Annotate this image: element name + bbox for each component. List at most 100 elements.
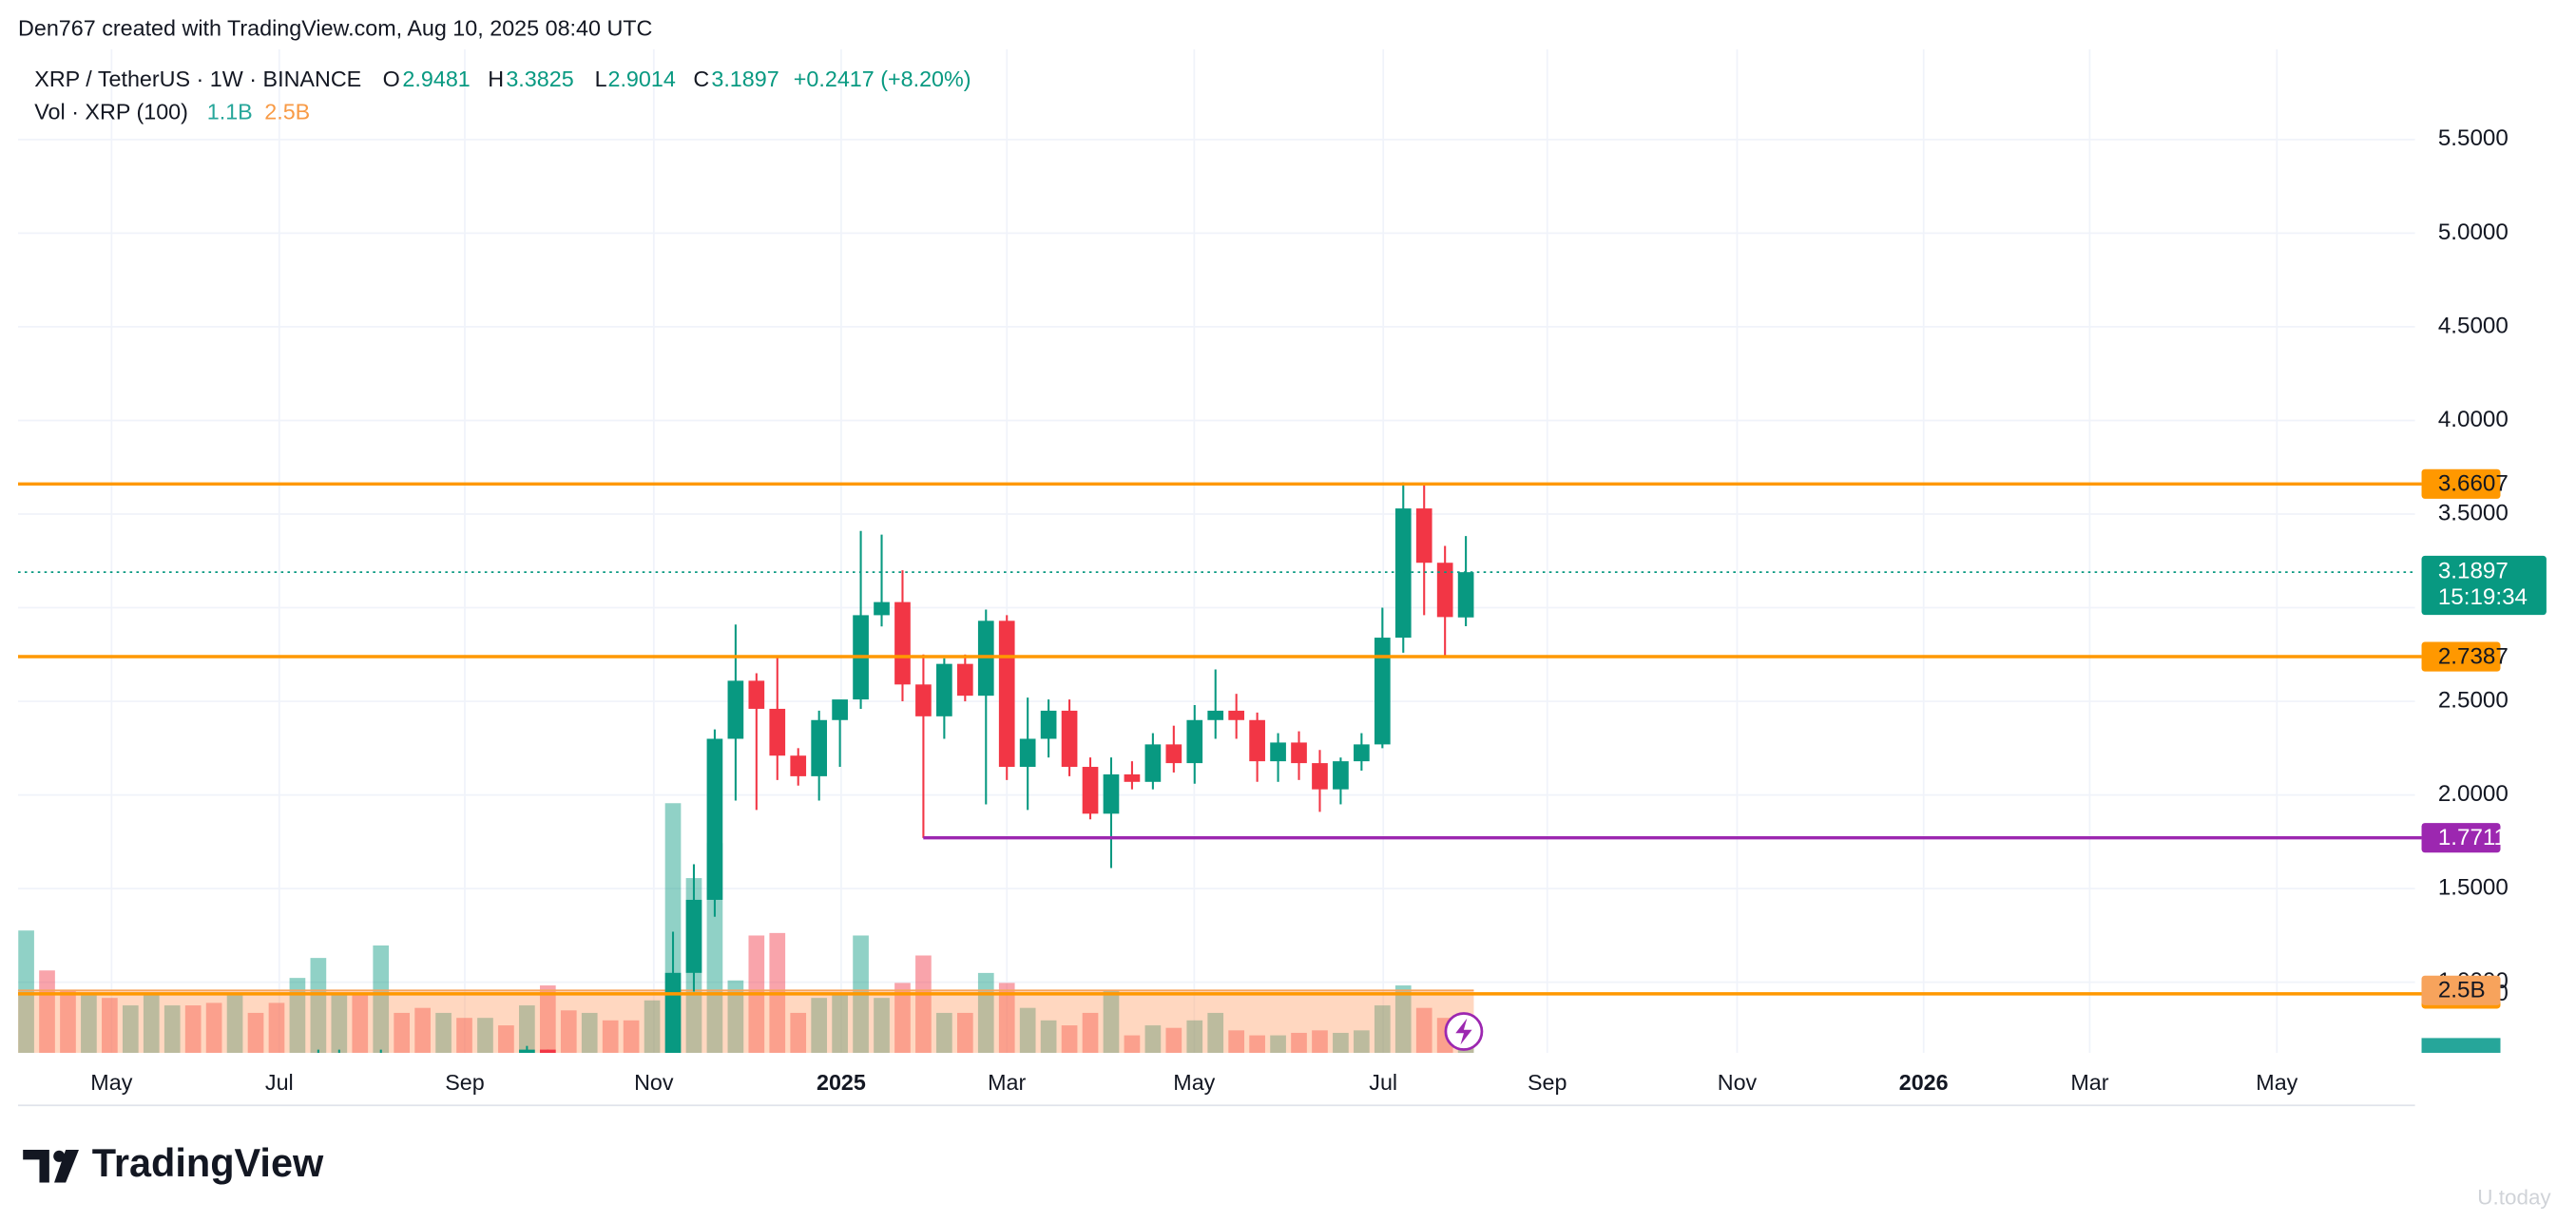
candle-body: [874, 601, 890, 616]
level-label: 2.7387: [2438, 643, 2509, 669]
candle-body: [727, 680, 744, 739]
volume-bar: [102, 998, 118, 1053]
candle-body: [1061, 710, 1078, 768]
ohlc-letter: L: [595, 67, 607, 91]
volume-bar: [1061, 1025, 1078, 1053]
x-tick-label: Nov: [1718, 1070, 1758, 1095]
volume-bar: [623, 1020, 640, 1053]
volume-bar: [1312, 1030, 1328, 1053]
last-price-label: 3.1897: [2438, 559, 2509, 584]
volume-bar: [247, 1012, 264, 1053]
volume-bar: [1186, 1020, 1203, 1053]
logo: [23, 1149, 79, 1183]
candle-body: [1457, 572, 1474, 618]
volume-bar: [268, 1002, 285, 1053]
candle-body: [1082, 767, 1099, 814]
candle-body: [1165, 744, 1182, 764]
volume-bar: [581, 1012, 598, 1053]
volume-bar: [226, 995, 243, 1053]
volume-bar: [1415, 1007, 1432, 1053]
x-tick-label: Nov: [634, 1070, 674, 1095]
y-tick-label: 3.5000: [2438, 500, 2509, 525]
candle-body: [1228, 710, 1245, 720]
candle-body: [1270, 742, 1286, 762]
volume-bar: [1270, 1035, 1286, 1053]
candle-body: [539, 1049, 556, 1053]
countdown: 15:19:34: [2438, 584, 2528, 610]
candle-body: [1394, 508, 1412, 639]
candle-body: [1333, 761, 1349, 790]
volume-bar: [644, 1000, 661, 1053]
volume-bar: [1019, 1007, 1036, 1053]
volume-bar: [874, 998, 890, 1053]
x-tick-label: Jul: [1369, 1070, 1397, 1095]
y-tick-label: 5.5000: [2438, 125, 2509, 151]
x-tick-label: Mar: [988, 1070, 1026, 1095]
ohlc-letter: C: [693, 67, 709, 91]
y-tick-label: 1.5000: [2438, 875, 2509, 901]
volume-last: 1.1B: [207, 99, 253, 124]
level-label: 1.7711: [2438, 825, 2507, 850]
volume-bar: [18, 930, 34, 1053]
level-label-box: [2421, 641, 2501, 672]
volume-bar: [1354, 1030, 1370, 1053]
candle-body: [769, 708, 786, 756]
x-tick-label: Sep: [445, 1070, 485, 1095]
y-tick-label: 2.5000: [2438, 687, 2509, 713]
candle-body: [1249, 719, 1265, 762]
volume-bar: [519, 1005, 535, 1053]
volume-bar: [373, 945, 390, 1053]
candle-body: [1103, 773, 1120, 814]
brand: TradingView: [92, 1140, 324, 1185]
volume-bar: [352, 992, 369, 1053]
volume-bar: [184, 1005, 202, 1053]
volume-bar: [539, 985, 556, 1053]
x-tick-label: May: [1173, 1070, 1215, 1095]
x-tick-label: May: [2256, 1070, 2297, 1095]
candle-body: [1374, 638, 1391, 745]
candle-body: [664, 972, 682, 1053]
volume-bar: [1207, 1012, 1224, 1053]
volume-bar: [1228, 1030, 1245, 1053]
volume-ma: 2.5B: [264, 99, 310, 124]
volume-bar: [498, 1025, 514, 1053]
candle-body: [1436, 563, 1453, 618]
candle-body: [748, 680, 765, 709]
level-label: 3.6607: [2438, 471, 2509, 497]
level-label-box: [2421, 823, 2501, 853]
volume-bar: [1144, 1025, 1162, 1053]
candle-body: [1354, 744, 1370, 762]
volume-last-box: [2421, 1038, 2501, 1053]
candle-body: [519, 1049, 535, 1053]
y-tick-label: 2.0000: [2438, 781, 2509, 807]
volume-bar: [1333, 1032, 1349, 1053]
volume-bar: [205, 1002, 222, 1053]
volume-bar: [414, 1007, 431, 1053]
volume-bar: [1103, 990, 1120, 1053]
volume-bar: [60, 990, 76, 1053]
candle-body: [790, 755, 807, 776]
x-tick-label: 2026: [1899, 1070, 1949, 1095]
volume-bar: [477, 1018, 493, 1053]
volume-bar: [1249, 1035, 1265, 1053]
candle-body: [936, 663, 952, 716]
candle-body: [811, 719, 828, 776]
volume-bar: [1040, 1020, 1057, 1053]
volume-bar: [289, 978, 306, 1053]
candle-body: [1415, 508, 1432, 563]
volume-bar: [163, 1005, 181, 1053]
candle-body: [1019, 738, 1036, 768]
alert-icon: [1444, 1012, 1484, 1051]
candle-body: [1291, 742, 1307, 764]
volume-bar: [394, 1012, 411, 1053]
x-tick-label: Jul: [265, 1070, 294, 1095]
y-tick-label: 4.5000: [2438, 313, 2509, 338]
candle-body: [685, 899, 702, 973]
x-tick-label: 2025: [817, 1070, 866, 1095]
volume-bar: [456, 1018, 472, 1053]
ohlc-value: 2.9481: [402, 67, 470, 91]
volume-bar: [310, 958, 327, 1053]
